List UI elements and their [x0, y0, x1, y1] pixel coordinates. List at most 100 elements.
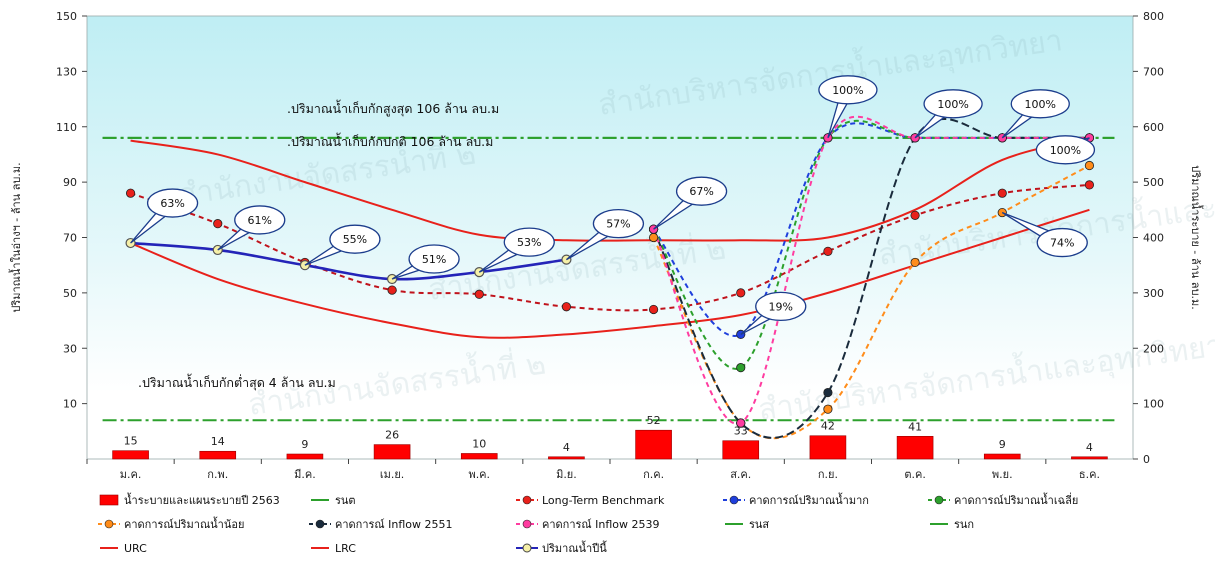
callout-text: 100%: [937, 98, 968, 111]
bar-value-label: 4: [563, 441, 570, 454]
release-bar: [460, 453, 498, 460]
x-tick-label: ม.ค.: [120, 468, 142, 481]
bar-value-label: 26: [385, 429, 399, 442]
series-point: [823, 404, 833, 414]
right-tick-label: 300: [1143, 287, 1164, 300]
left-tick-label: 150: [56, 10, 77, 23]
left-tick-label: 30: [63, 342, 77, 355]
legend-item: รนส: [725, 518, 769, 531]
legend-label: รนต: [335, 494, 356, 507]
level-annotation: .ปริมาณน้ำเก็บกักต่ำสุด 4 ล้าน ลบ.ม: [138, 373, 336, 391]
callout-bubble: [503, 227, 555, 257]
x-tick-label: มี.ค.: [294, 468, 316, 481]
x-tick-label: พ.ค.: [468, 468, 490, 481]
legend-item: LRC: [311, 542, 356, 555]
callout-bubble: [329, 224, 381, 254]
release-bar: [373, 444, 411, 460]
legend-item: ปริมาณน้ำปีนี้: [516, 540, 607, 555]
legend-marker: [522, 495, 532, 505]
release-bar: [896, 435, 934, 460]
series-line: [130, 136, 1090, 242]
right-tick-label: 500: [1143, 176, 1164, 189]
legend-marker: [729, 495, 739, 505]
legend-label: ปริมาณน้ำปีนี้: [542, 540, 607, 555]
callout-text: 53%: [517, 236, 541, 249]
x-tick-label: ส.ค.: [730, 468, 751, 481]
series-point: [474, 289, 484, 299]
series-point: [736, 288, 746, 298]
x-tick-label: ธ.ค.: [1079, 468, 1100, 481]
x-tick-label: ก.ค.: [643, 468, 664, 481]
legend-label: รนก: [954, 518, 974, 531]
release-bar: [635, 429, 672, 460]
legend-item: รนต: [311, 494, 356, 507]
callout-bubble: [408, 244, 460, 274]
bar-value-label: 15: [124, 435, 138, 448]
release-bar: [1071, 456, 1108, 460]
legend-label: คาดการณ์ปริมาณน้ำเฉลี่ย: [954, 492, 1078, 507]
callout-text: 100%: [1050, 144, 1081, 157]
callout-bubble: [755, 291, 807, 322]
series-point: [736, 418, 746, 428]
release-bar: [199, 450, 237, 460]
callout-bubble: [1035, 135, 1096, 165]
callout-bubble: [1036, 227, 1088, 258]
series-point: [823, 246, 833, 256]
series-point: [1084, 180, 1095, 190]
legend-item: รนก: [930, 518, 974, 531]
release-bar: [286, 453, 324, 460]
series-point: [387, 285, 397, 295]
legend-item: คาดการณ์ปริมาณน้ำมาก: [723, 492, 869, 507]
legend-item: Long-Term Benchmark: [516, 494, 665, 507]
x-tick-label: ต.ค.: [904, 468, 926, 481]
release-bar: [809, 435, 847, 460]
series-point: [561, 302, 572, 312]
bar-value-label: 9: [999, 438, 1006, 451]
bar-value-label: 9: [301, 438, 308, 451]
callout-text: 61%: [248, 214, 272, 227]
legend-swatch: [99, 494, 119, 506]
legend-label: รนส: [749, 518, 769, 531]
legend-item: น้ำระบายและแผนระบายปี 2563: [99, 492, 280, 507]
right-tick-label: 600: [1143, 121, 1164, 134]
legend-label: LRC: [335, 542, 356, 555]
right-tick-label: 0: [1143, 453, 1150, 466]
right-tick-label: 100: [1143, 398, 1164, 411]
x-tick-label: เม.ย.: [380, 468, 404, 481]
callout-bubble: [592, 208, 645, 239]
series-point: [997, 188, 1007, 198]
series-point: [648, 304, 659, 315]
legend-label: คาดการณ์ปริมาณน้ำน้อย: [124, 516, 244, 531]
left-tick-label: 110: [56, 121, 77, 134]
percent-callout: 53%: [478, 227, 555, 273]
series-point: [125, 188, 136, 198]
callout-text: 74%: [1050, 237, 1074, 250]
right-tick-label: 800: [1143, 10, 1164, 23]
series-point: [736, 363, 746, 373]
x-tick-label: พ.ย.: [992, 468, 1013, 481]
percent-callout: 100%: [1035, 135, 1096, 165]
series-line: [130, 208, 1090, 339]
x-tick-label: ก.พ.: [207, 468, 228, 481]
bar-value-label: 14: [211, 435, 225, 448]
legend-item: คาดการณ์ Inflow 2539: [516, 518, 660, 531]
percent-callout: 61%: [217, 205, 286, 251]
series-line: [130, 183, 1090, 312]
release-bar: [112, 450, 149, 460]
callout-text: 51%: [422, 253, 446, 266]
bar-value-label: 42: [821, 420, 835, 433]
bar-value-label: 33: [734, 425, 748, 438]
right-tick-label: 200: [1143, 342, 1164, 355]
legend-label: คาดการณ์ปริมาณน้ำมาก: [749, 492, 869, 507]
left-axis-title: ปริมาณน้ำในอ่างฯ - ล้าน ลบ.ม.: [8, 162, 23, 312]
legend-label: URC: [124, 542, 147, 555]
series-line: [130, 241, 567, 281]
legend-item: คาดการณ์ปริมาณน้ำน้อย: [98, 516, 244, 531]
callout-bubble: [1010, 89, 1070, 119]
legend-marker: [522, 543, 532, 553]
callout-text: 57%: [606, 218, 630, 231]
callout-text: 100%: [1025, 98, 1056, 111]
percent-callout: 51%: [391, 244, 460, 280]
